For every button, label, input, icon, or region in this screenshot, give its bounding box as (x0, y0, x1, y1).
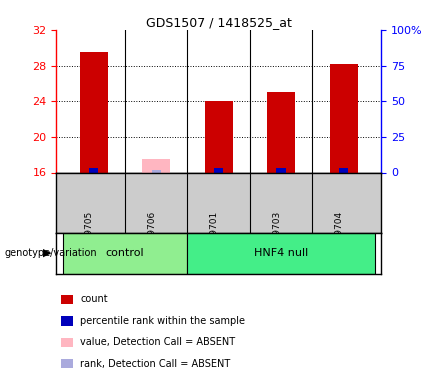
Bar (330, 64, 358, 173)
Text: ▶: ▶ (43, 248, 52, 258)
Text: genotype/variation: genotype/variation (4, 248, 97, 258)
Bar (152, 170, 161, 172)
Text: control: control (106, 248, 144, 258)
Bar (205, 101, 233, 172)
Bar (276, 168, 286, 172)
Bar (267, 92, 295, 172)
Bar (339, 168, 348, 172)
Text: percentile rank within the sample: percentile rank within the sample (80, 316, 245, 326)
Text: HNF4 null: HNF4 null (254, 248, 308, 258)
Text: count: count (80, 294, 108, 304)
Bar (80, 52, 108, 172)
Bar (89, 168, 98, 172)
Title: GDS1507 / 1418525_at: GDS1507 / 1418525_at (146, 16, 291, 29)
Bar (142, 159, 170, 172)
Bar (214, 168, 223, 172)
Bar (187, 232, 375, 274)
Text: value, Detection Call = ABSENT: value, Detection Call = ABSENT (80, 337, 235, 347)
Text: rank, Detection Call = ABSENT: rank, Detection Call = ABSENT (80, 358, 230, 369)
Bar (62, 232, 187, 274)
